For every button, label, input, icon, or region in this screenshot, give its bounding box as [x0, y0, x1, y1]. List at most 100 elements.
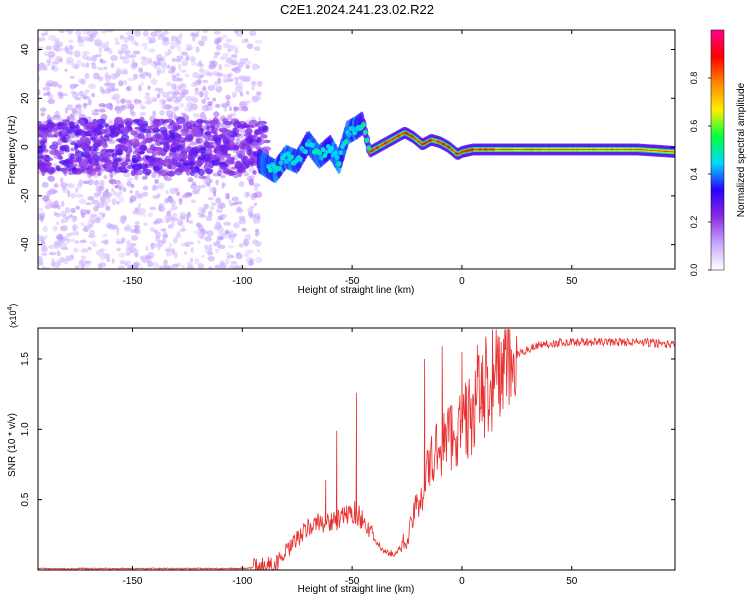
heatmap-cell: [167, 96, 174, 103]
heatmap-cell: [60, 182, 68, 188]
heatmap-cell: [361, 122, 366, 128]
heatmap-cell: [141, 42, 148, 47]
heatmap-cell: [94, 159, 100, 167]
heatmap-cell: [196, 139, 201, 143]
heatmap-cell: [111, 258, 115, 264]
heatmap-cell: [180, 152, 188, 160]
colorbar-ticks: 0.0 0.2 0.4 0.6 0.8: [689, 72, 711, 276]
heatmap-cell: [217, 244, 226, 249]
heatmap-cell: [224, 129, 233, 136]
heatmap-cell: [140, 145, 148, 151]
heatmap-cell: [74, 265, 79, 269]
heatmap-cell: [203, 236, 211, 241]
heatmap-cell: [247, 60, 252, 65]
heatmap-cell: [110, 73, 118, 80]
heatmap-cell: [71, 224, 79, 230]
heatmap-cell: [164, 214, 173, 220]
heatmap-cell: [60, 159, 66, 166]
heatmap-cell: [102, 233, 108, 238]
heatmap-cell: [131, 58, 136, 65]
heatmap-cell: [71, 61, 75, 69]
heatmap-cell: [80, 248, 89, 253]
snr-y-axis: 0.5 1.0 1.5: [20, 352, 675, 507]
heatmap-cell: [176, 136, 186, 143]
heatmap-cell: [100, 168, 104, 173]
heatmap-cell: [192, 188, 200, 195]
heatmap-cell: [125, 260, 132, 265]
heatmap-cell: [45, 45, 53, 51]
heatmap-cell: [118, 80, 124, 87]
heatmap-cell: [57, 252, 62, 256]
heatmap-cell: [92, 112, 100, 116]
heatmap-cell: [82, 95, 91, 100]
heatmap-cell: [333, 150, 338, 156]
heatmap-cell: [39, 214, 45, 221]
heatmap-cell: [237, 82, 244, 89]
heatmap-cell: [209, 141, 214, 145]
heatmap-cell: [137, 202, 142, 210]
heatmap-cell: [99, 185, 105, 191]
heatmap-cell: [123, 50, 132, 54]
heatmap-cell: [137, 84, 142, 92]
heatmap-cell: [132, 50, 141, 55]
heatmap-cell: [67, 163, 78, 167]
heatmap-cell: [105, 40, 110, 48]
heatmap-cell: [45, 266, 51, 269]
heatmap-cell: [173, 237, 178, 244]
heatmap-cell: [99, 253, 107, 261]
x-tick-label: -100: [232, 276, 252, 287]
heatmap-cell: [110, 54, 118, 62]
heatmap-cell: [176, 191, 181, 197]
heatmap-cell: [38, 234, 44, 242]
heatmap-cell: [205, 215, 213, 222]
heatmap-cell: [56, 47, 62, 53]
heatmap-cell: [58, 241, 63, 248]
colorbar-tick-label: 0.4: [689, 168, 699, 181]
heatmap-cell: [233, 66, 241, 74]
heatmap-cell: [192, 34, 196, 42]
heatmap-cell: [88, 234, 96, 238]
heatmap-cell: [133, 98, 139, 105]
heatmap-cell: [51, 262, 56, 268]
heatmap-cell: [201, 35, 208, 42]
heatmap-cell: [200, 184, 206, 189]
x-tick-label: -150: [122, 276, 142, 287]
heatmap-cell: [206, 124, 211, 131]
heatmap-cell: [248, 176, 252, 180]
heatmap-cell: [103, 191, 111, 199]
heatmap-cell: [66, 126, 75, 134]
heatmap-cell: [78, 198, 87, 205]
heatmap-cell: [126, 85, 132, 92]
heatmap-cell: [195, 62, 203, 67]
heatmap-cell: [233, 222, 240, 229]
heatmap-cell: [228, 143, 234, 151]
heatmap-cell: [318, 155, 324, 161]
x-tick-label: 50: [566, 576, 578, 587]
heatmap-cell: [147, 212, 153, 218]
heatmap-cell: [38, 163, 45, 170]
heatmap-cell: [103, 174, 108, 180]
heatmap-cell: [170, 205, 178, 211]
heatmap-cell: [244, 234, 249, 238]
heatmap-cell: [57, 84, 62, 89]
heatmap-cell: [232, 59, 238, 63]
heatmap-cell: [220, 144, 230, 152]
heatmap-cell: [157, 244, 161, 251]
heatmap-cell: [98, 44, 102, 51]
heatmap-cell: [217, 236, 224, 241]
heatmap-cell: [208, 160, 215, 169]
heatmap-cell: [144, 137, 153, 144]
heatmap-cell: [55, 265, 59, 269]
heatmap-cell: [168, 242, 173, 248]
heatmap-cell: [201, 87, 207, 91]
heatmap-cell: [176, 55, 184, 61]
heatmap-cell: [163, 30, 170, 35]
spectrogram-frame: [37, 29, 676, 270]
heatmap-cell: [114, 37, 119, 42]
heatmap-cell: [111, 152, 118, 159]
heatmap-cell: [250, 193, 257, 201]
heatmap-cell: [115, 96, 119, 104]
colorbar-label: Normalized spectral amplitude: [736, 82, 747, 217]
heatmap-cell: [234, 48, 239, 55]
heatmap-cell: [72, 91, 80, 99]
